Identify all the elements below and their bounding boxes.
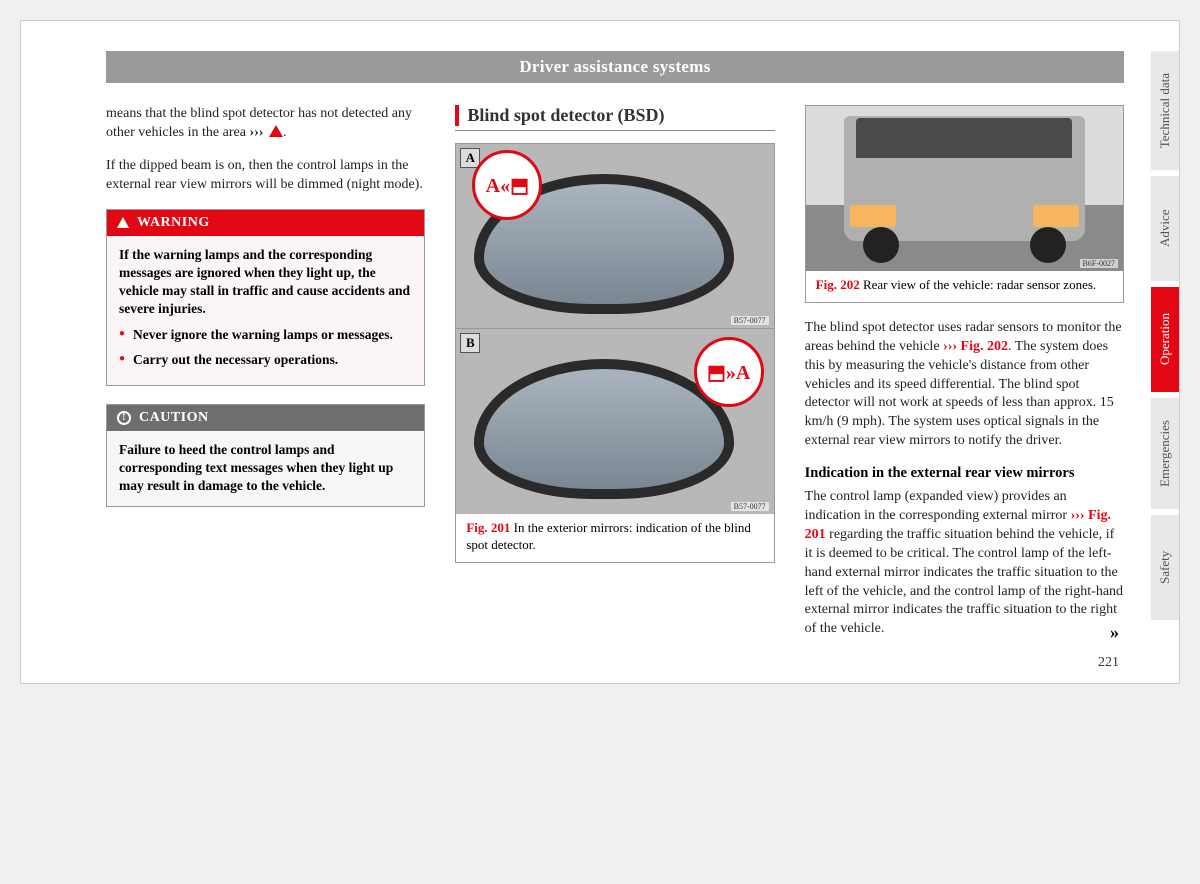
figure-code: B57-0077 [731, 316, 769, 325]
warning-item: Carry out the necessary operations. [119, 351, 412, 369]
indicator-bubble-b: ⬒»A [694, 337, 764, 407]
column-left: means that the blind spot detector has n… [106, 105, 425, 653]
warning-header: WARNING [107, 210, 424, 236]
mirror-indication-text: The control lamp (expanded view) provide… [805, 488, 1124, 639]
tab-technical-data[interactable]: Technical data [1151, 51, 1179, 170]
caution-body: Failure to heed the control lamps and co… [107, 431, 424, 506]
tab-advice[interactable]: Advice [1151, 176, 1179, 281]
warning-triangle-icon [269, 125, 283, 137]
page-number: 221 [1098, 655, 1119, 671]
panel-label-b: B [460, 333, 480, 353]
car-rear-illustration [806, 106, 1123, 271]
tab-emergencies[interactable]: Emergencies [1151, 398, 1179, 509]
figure-201-caption: Fig. 201 In the exterior mirrors: indica… [456, 514, 773, 556]
warning-title: WARNING [137, 215, 210, 231]
figure-number: Fig. 202 [816, 277, 860, 292]
content-columns: means that the blind spot detector has n… [106, 105, 1124, 653]
heading-rule [455, 130, 774, 131]
figure-202-caption: Fig. 202 Rear view of the vehicle: radar… [806, 271, 1123, 296]
warning-box: WARNING If the warning lamps and the cor… [106, 209, 425, 386]
figure-201-image-a: A A«⬒ B57-0077 [456, 144, 773, 329]
figure-caption-text: Rear view of the vehicle: radar sensor z… [863, 277, 1096, 292]
car-wheel [1030, 227, 1066, 263]
manual-page: Driver assistance systems means that the… [20, 20, 1180, 684]
warning-list: Never ignore the warning lamps or messag… [119, 326, 412, 368]
caution-box: ! CAUTION Failure to heed the control la… [106, 404, 425, 507]
figure-201: A A«⬒ B57-0077 B ⬒»A B57-0077 Fig. 201 I… [455, 143, 774, 563]
continuation-marker: » [1110, 622, 1119, 643]
side-tabs: Technical data Advice Operation Emergenc… [1151, 51, 1179, 626]
warning-body: If the warning lamps and the correspondi… [107, 236, 424, 385]
figure-number: Fig. 201 [466, 520, 510, 535]
intro-paragraph-2: If the dipped beam is on, then the contr… [106, 157, 425, 195]
radar-sensor-zone-left [850, 205, 896, 227]
cross-ref-fig202: ››› Fig. 202 [943, 339, 1008, 354]
text: . The system does this by measuring the … [805, 339, 1114, 448]
column-right: B6F-0027 Fig. 202 Rear view of the vehic… [805, 105, 1124, 653]
figure-201-image-b: B ⬒»A B57-0077 [456, 329, 773, 514]
figure-code: B6F-0027 [1080, 259, 1118, 268]
column-middle: Blind spot detector (BSD) A A«⬒ B57-0077… [455, 105, 774, 653]
warning-intro: If the warning lamps and the correspondi… [119, 246, 412, 319]
subheading-indication: Indication in the external rear view mir… [805, 465, 1124, 482]
text: The control lamp (expanded view) provide… [805, 489, 1071, 523]
car-wheel [863, 227, 899, 263]
page-header: Driver assistance systems [106, 51, 1124, 83]
warning-item: Never ignore the warning lamps or messag… [119, 326, 412, 344]
warning-icon [117, 217, 129, 228]
cross-ref-arrows: ››› [249, 125, 263, 140]
tab-operation[interactable]: Operation [1151, 287, 1179, 392]
car-window [856, 118, 1072, 158]
text: regarding the traffic situation behind t… [805, 527, 1123, 636]
caution-icon: ! [117, 411, 131, 425]
figure-202-image: B6F-0027 [806, 106, 1123, 271]
indicator-bubble-a: A«⬒ [472, 150, 542, 220]
caution-title: CAUTION [139, 410, 209, 426]
intro-paragraph-1: means that the blind spot detector has n… [106, 105, 425, 143]
section-heading-bsd: Blind spot detector (BSD) [455, 105, 774, 126]
figure-code: B57-0077 [731, 502, 769, 511]
figure-202: B6F-0027 Fig. 202 Rear view of the vehic… [805, 105, 1124, 303]
caution-header: ! CAUTION [107, 405, 424, 431]
radar-sensor-zone-right [1033, 205, 1079, 227]
bsd-description: The blind spot detector uses radar senso… [805, 319, 1124, 451]
tab-safety[interactable]: Safety [1151, 515, 1179, 620]
